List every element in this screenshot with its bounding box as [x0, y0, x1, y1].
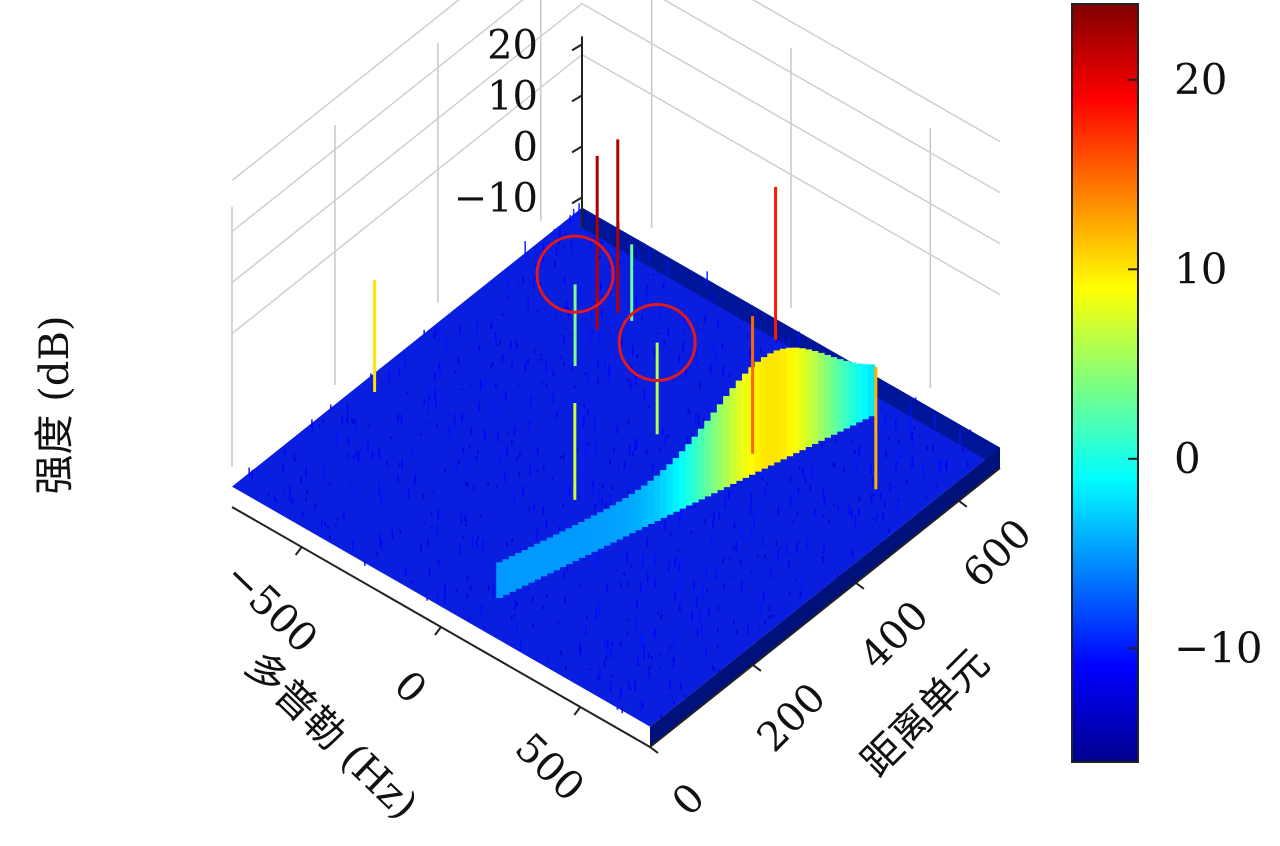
colorbar-gradient [1071, 3, 1139, 763]
x-tick-label: 0 [385, 662, 435, 713]
colorbar-tick-label: −10 [1174, 623, 1263, 672]
y-tick-label: 600 [954, 510, 1041, 597]
surface-mesh [232, 139, 1000, 747]
y-tick-label: 0 [664, 775, 715, 826]
y-tick-label: 400 [851, 592, 938, 679]
annotation-circle [535, 234, 615, 314]
colorbar-tick-label: 0 [1174, 434, 1201, 483]
back-grid [231, 0, 1001, 467]
z-tick-label: 20 [487, 22, 538, 68]
z-tick [571, 196, 583, 205]
y-tick [855, 582, 865, 590]
surface-top [232, 207, 1000, 727]
z-tick-label: −10 [454, 175, 538, 221]
x-axis-label: 多普勒 (Hz) [236, 643, 426, 829]
x-tick-label: 500 [506, 725, 593, 811]
surface-skirt [650, 447, 1000, 747]
x-tick [434, 626, 442, 636]
x-tick [294, 546, 303, 556]
z-tick [571, 145, 583, 154]
grid-line [231, 0, 1001, 182]
x-tick [573, 706, 582, 716]
z-tick-label: 0 [513, 124, 538, 170]
z-tick-label: 10 [487, 73, 538, 119]
y-tick [752, 664, 762, 672]
y-tick [958, 500, 968, 508]
annotation-circle [617, 302, 697, 382]
colorbar: −10 0 10 20 [1071, 3, 1263, 763]
colorbar-tick-label: 10 [1174, 244, 1227, 293]
z-tick [571, 43, 583, 52]
grid-line [231, 2, 1001, 284]
z-tick [571, 94, 583, 103]
y-axis-line [649, 467, 1001, 748]
surface-skirt [582, 207, 1000, 468]
y-tick-label: 200 [748, 674, 835, 761]
z-axis-label: 强度 (dB) [32, 316, 78, 495]
grid-line [231, 0, 1001, 233]
y-tick [649, 746, 659, 754]
annotation-circles [535, 234, 697, 382]
colorbar-tick-label: 20 [1174, 55, 1227, 104]
